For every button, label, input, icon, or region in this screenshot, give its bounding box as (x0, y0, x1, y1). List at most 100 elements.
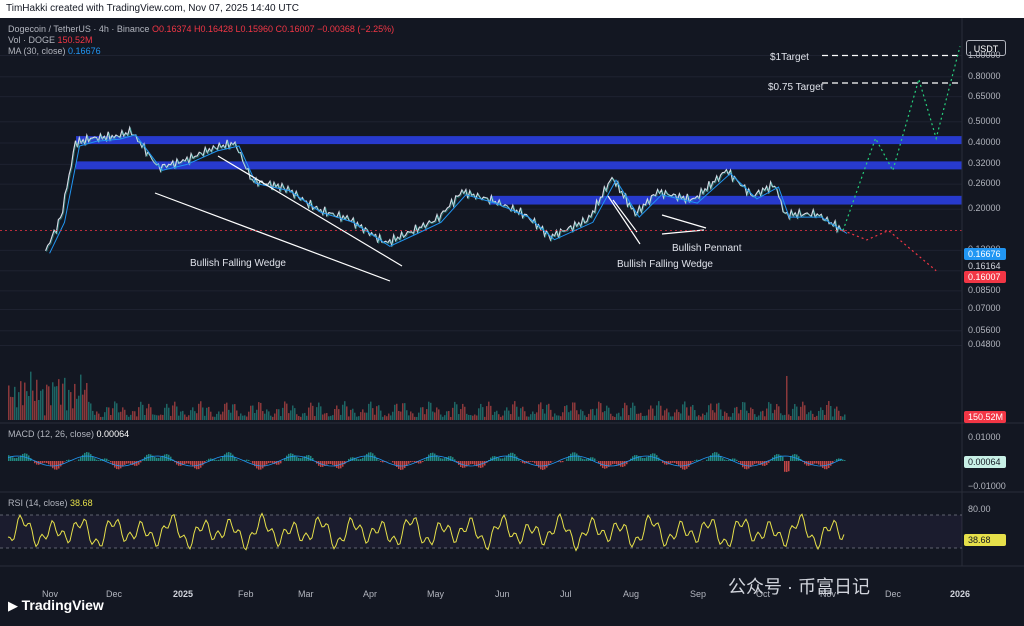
volume-bar (40, 390, 42, 420)
volume-bar (332, 415, 334, 420)
macd-bar (312, 457, 314, 461)
volume-bar (452, 407, 454, 420)
volume-bar (512, 404, 514, 420)
macd-bar (536, 461, 538, 466)
macd-bar (484, 461, 486, 466)
macd-bar (284, 458, 286, 461)
volume-bar (752, 409, 754, 420)
volume-bar (188, 415, 190, 420)
volume-bar (8, 385, 10, 420)
macd-bar (120, 461, 122, 469)
volume-bar (734, 407, 736, 420)
volume-bar (600, 403, 602, 420)
volume-bar (76, 398, 78, 420)
time-tick-label: May (427, 589, 445, 599)
macd-bar (418, 461, 420, 464)
legend-ma-value: 0.16676 (68, 46, 101, 56)
macd-bar (428, 454, 430, 461)
volume-bar (534, 413, 536, 420)
macd-bar (194, 461, 196, 469)
legend-vol-value: 150.52M (57, 35, 93, 45)
macd-bar (576, 453, 578, 461)
macd-bar (138, 461, 140, 465)
macd-bar (406, 461, 408, 466)
macd-bar (528, 461, 530, 463)
volume-bar (222, 411, 224, 420)
macd-bar (742, 461, 744, 468)
macd-bar (190, 461, 192, 465)
rsi-legend: RSI (14, close) 38.68 (8, 498, 93, 509)
volume-bar (74, 383, 76, 420)
volume-bar (292, 405, 294, 420)
volume-bar (618, 412, 620, 420)
volume-bar (784, 414, 786, 420)
volume-bar (590, 409, 592, 420)
macd-bar (676, 461, 678, 465)
volume-bar (316, 407, 318, 420)
resistance-zone (76, 161, 962, 170)
volume-bar (322, 414, 324, 420)
macd-bar (36, 461, 38, 465)
volume-bar (666, 408, 668, 420)
volume-bar (84, 389, 86, 420)
volume-bar (46, 384, 48, 420)
volume-bar (540, 402, 542, 420)
volume-bar (38, 400, 40, 420)
macd-bar (136, 461, 138, 466)
macd-bar (734, 458, 736, 461)
volume-bar (44, 415, 46, 420)
volume-bar (646, 415, 648, 420)
macd-bar (126, 461, 128, 464)
price-series-shadow (46, 127, 845, 253)
macd-bar (42, 461, 44, 464)
volume-bar (652, 408, 654, 420)
macd-bar (308, 455, 310, 461)
volume-bar (564, 406, 566, 420)
volume-bar (644, 415, 646, 420)
macd-bar (260, 461, 262, 470)
volume-bar (10, 396, 12, 420)
volume-bar (498, 414, 500, 420)
macd-bar (724, 459, 726, 461)
macd-bar (466, 461, 468, 467)
macd-bar (122, 461, 124, 467)
volume-bar (280, 416, 282, 420)
macd-bar (78, 459, 80, 461)
volume-bar (776, 404, 778, 420)
volume-bar (786, 375, 788, 420)
macd-bar (252, 461, 254, 464)
macd-bar (164, 454, 166, 461)
volume-bar (488, 401, 490, 420)
volume-bar (300, 416, 302, 420)
macd-bar (350, 457, 352, 461)
volume-bar (574, 402, 576, 420)
macd-bar (548, 461, 550, 466)
volume-bar (582, 411, 584, 420)
volume-bar (298, 416, 300, 420)
volume-bar (336, 405, 338, 420)
wedge-2-label: Bullish Falling Wedge (617, 259, 713, 270)
volume-bar (14, 386, 16, 420)
volume-bar (694, 410, 696, 420)
volume-bar (738, 413, 740, 420)
time-tick-label: Jun (495, 589, 510, 599)
macd-bar (444, 458, 446, 461)
volume-bar (330, 415, 332, 420)
macd-bar (366, 453, 368, 461)
volume-bar (476, 415, 478, 420)
currency-button[interactable]: USDT (966, 40, 1006, 56)
target-1-label: $1Target (770, 52, 809, 63)
volume-bar (110, 414, 112, 420)
volume-bar (164, 407, 166, 420)
volume-bar (180, 411, 182, 420)
volume-bar (730, 416, 732, 420)
volume-bar (546, 404, 548, 420)
volume-bar (514, 401, 516, 420)
macd-bar (8, 455, 10, 461)
macd-bar (572, 452, 574, 461)
volume-bar (506, 407, 508, 420)
volume-bar (626, 405, 628, 420)
volume-bar (258, 402, 260, 420)
tradingview-logo: ▶ TradingView (8, 597, 104, 614)
volume-bar (248, 411, 250, 420)
